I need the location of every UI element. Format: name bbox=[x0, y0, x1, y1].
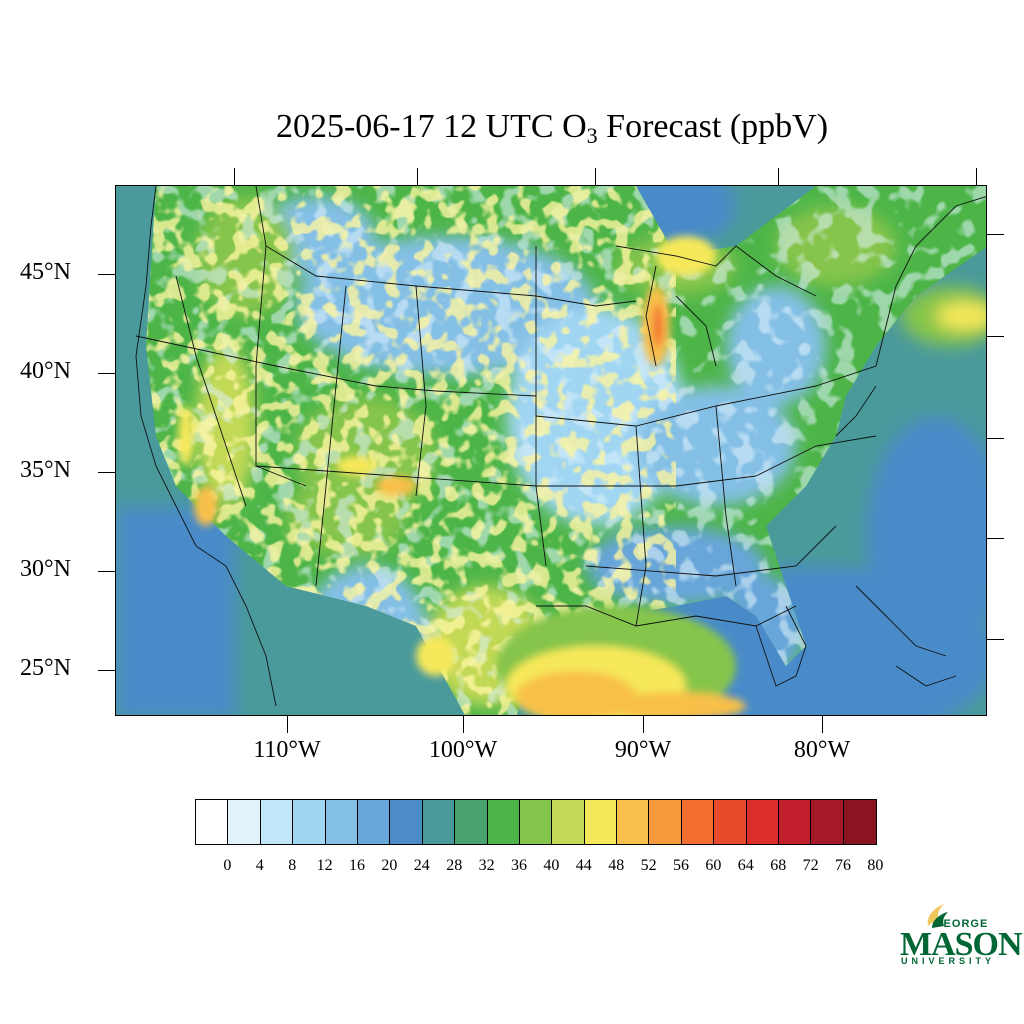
colorbar-label: 64 bbox=[737, 857, 754, 874]
colorbar-label: 56 bbox=[673, 857, 689, 874]
colorbar-cell bbox=[714, 800, 747, 844]
bottom-tick bbox=[287, 716, 288, 733]
title-suffix: Forecast (ppbV) bbox=[597, 108, 829, 145]
gmu-logo-line2: MASON bbox=[900, 926, 1023, 963]
chart-title: 2025-06-17 12 UTC O3 Forecast (ppbV) bbox=[0, 108, 1024, 149]
gmu-logo bbox=[896, 898, 1002, 970]
southwest-hotspots bbox=[178, 406, 456, 676]
colorbar-cell bbox=[228, 800, 261, 844]
colorbar-label: 44 bbox=[575, 857, 592, 874]
colorbar-label: 8 bbox=[288, 857, 297, 874]
colorbar-label: 40 bbox=[543, 857, 560, 874]
colorbar-label: 68 bbox=[770, 857, 787, 874]
colorbar-label: 4 bbox=[255, 857, 264, 874]
right-tick bbox=[987, 639, 1004, 640]
colorbar-cell bbox=[260, 800, 294, 844]
colorbar-cell bbox=[196, 800, 229, 844]
right-tick bbox=[987, 538, 1004, 539]
colorbar-cell bbox=[779, 800, 812, 844]
left-tick bbox=[98, 670, 115, 671]
left-tick bbox=[98, 373, 115, 374]
top-tick bbox=[234, 168, 235, 185]
colorbar-label: 36 bbox=[511, 857, 527, 874]
lake-michigan-hotspot bbox=[642, 236, 716, 366]
top-tick bbox=[417, 168, 418, 185]
colorbar-cell bbox=[422, 800, 456, 844]
right-tick bbox=[987, 234, 1004, 235]
lon-label-90w: 90°W bbox=[614, 737, 672, 763]
colorbar-label: 72 bbox=[802, 857, 819, 874]
colorbar-cell bbox=[487, 800, 520, 844]
colorbar-label: 20 bbox=[381, 857, 398, 874]
title-prefix: 2025-06-17 12 UTC O bbox=[275, 108, 587, 145]
gmu-logo-line3: UNIVERSITY bbox=[901, 956, 996, 966]
top-tick bbox=[976, 168, 977, 185]
bottom-tick bbox=[643, 716, 644, 733]
colorbar-label: 16 bbox=[349, 857, 365, 874]
lon-label-80w: 80°W bbox=[793, 737, 851, 763]
colorbar-label: 32 bbox=[478, 857, 495, 874]
lat-label-40n: 40°N bbox=[20, 358, 71, 384]
gmu-logo-flame-icon bbox=[927, 904, 948, 928]
lat-label-45n: 45°N bbox=[20, 259, 71, 285]
ocean-tones bbox=[116, 186, 986, 715]
left-tick bbox=[98, 571, 115, 572]
colorbar-label: 0 bbox=[223, 857, 232, 874]
ozone-map bbox=[115, 185, 987, 716]
colorbar-label: 12 bbox=[316, 857, 333, 874]
top-tick bbox=[595, 168, 596, 185]
right-tick bbox=[987, 336, 1004, 337]
colorbar-cell bbox=[519, 800, 553, 844]
colorbar-cell bbox=[584, 800, 618, 844]
bottom-tick bbox=[822, 716, 823, 733]
gulf-plume bbox=[496, 606, 746, 715]
right-tick bbox=[987, 438, 1004, 439]
lat-label-30n: 30°N bbox=[20, 556, 71, 582]
left-tick bbox=[98, 472, 115, 473]
lat-label-35n: 35°N bbox=[20, 457, 71, 483]
colorbar-cell bbox=[617, 800, 650, 844]
colorbar-label: 48 bbox=[608, 857, 625, 874]
colorbar-cell bbox=[746, 800, 780, 844]
colorbar-label: 24 bbox=[413, 857, 430, 874]
colorbar-cell bbox=[293, 800, 326, 844]
lat-label-25n: 25°N bbox=[20, 655, 71, 681]
colorbar-cell bbox=[811, 800, 844, 844]
boundaries bbox=[135, 186, 986, 707]
colorbar-label: 76 bbox=[835, 857, 851, 874]
colorbar-cell bbox=[681, 800, 715, 844]
colorbar-cell bbox=[325, 800, 358, 844]
lon-label-100w: 100°W bbox=[428, 737, 498, 763]
left-tick bbox=[98, 274, 115, 275]
ozone-field-svg bbox=[116, 186, 986, 715]
colorbar bbox=[195, 799, 878, 845]
colorbar-cell bbox=[357, 800, 391, 844]
lon-label-110w: 110°W bbox=[253, 737, 321, 763]
colorbar-cell bbox=[843, 800, 877, 844]
bottom-tick bbox=[463, 716, 464, 733]
colorbar-cell bbox=[552, 800, 585, 844]
colorbar-cell bbox=[455, 800, 488, 844]
top-tick bbox=[778, 168, 779, 185]
colorbar-cell bbox=[649, 800, 682, 844]
colorbar-label: 28 bbox=[446, 857, 463, 874]
colorbar-label: 52 bbox=[640, 857, 657, 874]
gmu-logo-line1: GEORGE bbox=[934, 918, 989, 930]
colorbar-label: 60 bbox=[705, 857, 722, 874]
title-subscript: 3 bbox=[586, 123, 598, 148]
colorbar-label: 80 bbox=[867, 857, 884, 874]
colorbar-cell bbox=[390, 800, 423, 844]
